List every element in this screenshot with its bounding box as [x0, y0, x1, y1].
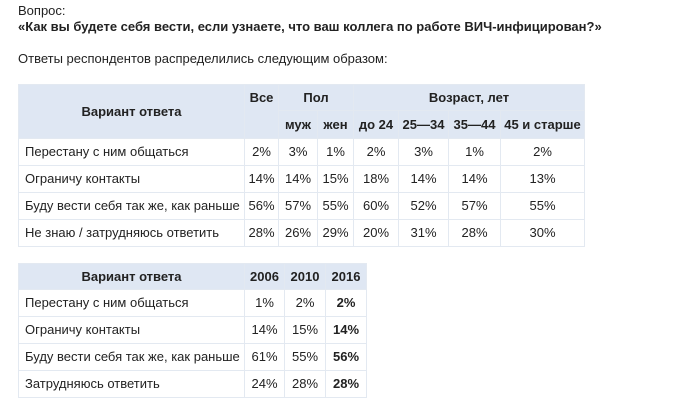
cell-female: 55% [317, 192, 354, 220]
header-year-2010: 2010 [284, 263, 326, 290]
cell-2010: 28% [284, 370, 326, 398]
cell-age: 2% [353, 138, 399, 166]
header-variant: Вариант ответа [18, 263, 245, 290]
header-female: жен [317, 110, 354, 139]
subheader-row: муж жен до 24 25—34 35—44 45 и старше [19, 110, 585, 139]
table-row: Перестану с ним общаться 1% 2% 2% [18, 289, 367, 317]
cell-age: 18% [353, 165, 399, 193]
cell-male: 26% [278, 219, 318, 247]
cell-2010: 2% [284, 289, 326, 317]
row-label: Затрудняюсь ответить [18, 370, 245, 398]
cell-2016: 14% [325, 316, 367, 344]
question-label: Вопрос: [18, 3, 66, 18]
cell-male: 57% [278, 192, 318, 220]
cell-male: 14% [278, 165, 318, 193]
intro-text: Ответы респондентов распределились следу… [18, 51, 388, 66]
header-age-25-34: 25—34 [398, 110, 449, 139]
row-label: Ограничу контакты [18, 316, 245, 344]
header-age-under-24: до 24 [353, 110, 399, 139]
cell-age: 60% [353, 192, 399, 220]
cell-age: 14% [398, 165, 449, 193]
table-row: Ограничу контакты 14% 15% 14% [18, 316, 367, 344]
header-year-2006: 2006 [244, 263, 285, 290]
cell-all: 28% [244, 219, 279, 247]
header-row: Вариант ответа Все Пол Возраст, лет [18, 84, 585, 139]
cell-age: 2% [500, 138, 585, 166]
row-label: Буду вести себя так же, как раньше [18, 343, 245, 371]
header-row: Вариант ответа 2006 2010 2016 [18, 263, 367, 290]
table-row: Перестану с ним общаться 2% 3% 1% 2% 3% … [18, 138, 585, 166]
header-year-2016: 2016 [325, 263, 367, 290]
cell-2010: 15% [284, 316, 326, 344]
cell-female: 1% [317, 138, 354, 166]
cell-male: 3% [278, 138, 318, 166]
cell-age: 30% [500, 219, 585, 247]
row-label: Не знаю / затрудняюсь ответить [18, 219, 245, 247]
cell-age: 1% [448, 138, 501, 166]
responses-by-year-table: Вариант ответа 2006 2010 2016 Перестану … [18, 263, 367, 398]
cell-2006: 61% [244, 343, 285, 371]
header-sex: Пол [278, 84, 354, 111]
table-row: Буду вести себя так же, как раньше 56% 5… [18, 192, 585, 220]
header-variant: Вариант ответа [18, 84, 245, 139]
cell-age: 28% [448, 219, 501, 247]
table-row: Затрудняюсь ответить 24% 28% 28% [18, 370, 367, 398]
table-row: Буду вести себя так же, как раньше 61% 5… [18, 343, 367, 371]
header-age: Возраст, лет [353, 84, 585, 111]
table-row: Не знаю / затрудняюсь ответить 28% 26% 2… [18, 219, 585, 247]
cell-2006: 14% [244, 316, 285, 344]
row-label: Ограничу контакты [18, 165, 245, 193]
header-age-35-44: 35—44 [448, 110, 501, 139]
cell-age: 13% [500, 165, 585, 193]
cell-all: 56% [244, 192, 279, 220]
cell-2016: 2% [325, 289, 367, 317]
row-label: Перестану с ним общаться [18, 138, 245, 166]
header-all: Все [244, 84, 279, 139]
responses-by-demographics-table: Вариант ответа Все Пол Возраст, лет муж … [18, 84, 585, 247]
cell-female: 15% [317, 165, 354, 193]
header-male: муж [278, 110, 318, 139]
cell-age: 31% [398, 219, 449, 247]
cell-age: 55% [500, 192, 585, 220]
cell-2016: 56% [325, 343, 367, 371]
cell-all: 2% [244, 138, 279, 166]
cell-2006: 1% [244, 289, 285, 317]
table-row: Ограничу контакты 14% 14% 15% 18% 14% 14… [18, 165, 585, 193]
cell-age: 3% [398, 138, 449, 166]
cell-female: 29% [317, 219, 354, 247]
question-text: «Как вы будете себя вести, если узнаете,… [18, 19, 602, 34]
header-age-45-plus: 45 и старше [500, 110, 585, 139]
cell-all: 14% [244, 165, 279, 193]
cell-2016: 28% [325, 370, 367, 398]
cell-age: 57% [448, 192, 501, 220]
cell-2010: 55% [284, 343, 326, 371]
cell-age: 14% [448, 165, 501, 193]
cell-age: 52% [398, 192, 449, 220]
row-label: Перестану с ним общаться [18, 289, 245, 317]
cell-age: 20% [353, 219, 399, 247]
row-label: Буду вести себя так же, как раньше [18, 192, 245, 220]
cell-2006: 24% [244, 370, 285, 398]
